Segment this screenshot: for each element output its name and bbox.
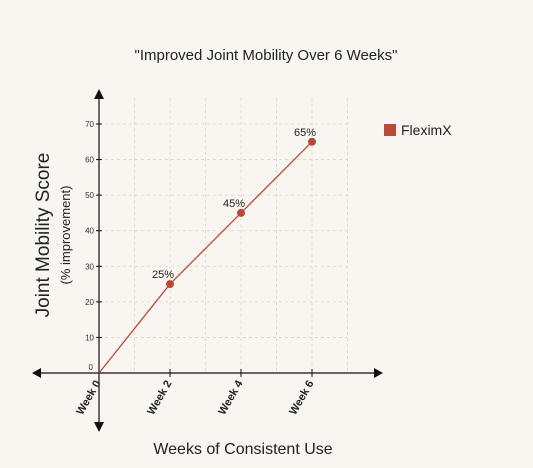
y-tick-label: 70 — [85, 120, 94, 129]
legend: FleximX — [384, 122, 452, 138]
series: 25% 45% 65% — [98, 127, 316, 374]
data-label: 65% — [294, 127, 316, 139]
y-tick-label: 50 — [85, 191, 94, 200]
x-tick-label: Week 4 — [216, 378, 246, 417]
chart-title: "Improved Joint Mobility Over 6 Weeks" — [135, 47, 398, 64]
x-axis-arrow-right — [374, 368, 383, 378]
data-point — [237, 208, 245, 217]
y-tick-label: 0 — [89, 363, 94, 372]
x-axis-arrow-left — [32, 368, 41, 378]
y-tick-label: 10 — [85, 333, 94, 342]
data-label: 45% — [223, 198, 245, 210]
data-label: 25% — [152, 269, 174, 281]
y-tick-label: 60 — [85, 156, 94, 165]
x-axis-label: Weeks of Consistent Use — [153, 441, 332, 458]
legend-swatch — [384, 124, 396, 136]
y-tick-label: 30 — [85, 262, 94, 271]
series-line — [98, 141, 313, 374]
x-tick-label: Week 2 — [145, 379, 174, 418]
data-point — [308, 137, 316, 146]
axes — [32, 89, 383, 432]
legend-label: FleximX — [401, 122, 452, 138]
y-axis-arrow-up — [94, 89, 104, 99]
y-axis-arrow-down — [94, 422, 104, 432]
data-point — [166, 280, 174, 289]
x-tick-label: Week 6 — [287, 379, 316, 418]
grid — [99, 98, 348, 373]
y-axis-label: Joint Mobility Score — [33, 153, 54, 318]
y-axis-sublabel: (% improvement) — [58, 186, 73, 285]
y-tick-label: 40 — [85, 227, 94, 236]
y-tick-label: 20 — [85, 298, 94, 307]
